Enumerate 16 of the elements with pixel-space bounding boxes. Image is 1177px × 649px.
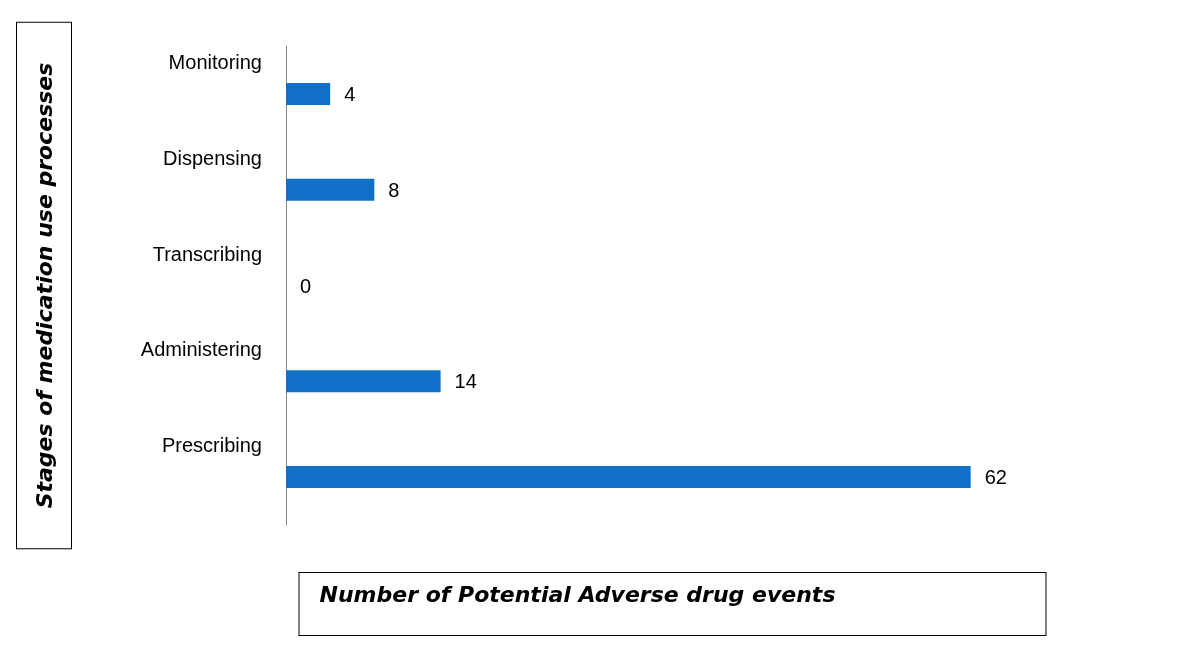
data-label: 0 [300,274,312,297]
y-tick-label: Monitoring [168,50,262,73]
bar [286,178,375,201]
bar [286,466,971,489]
bar [286,82,331,105]
bar [286,370,441,393]
x-axis-title: Number of Potential Adverse drug events [319,581,836,607]
data-label: 4 [344,82,356,105]
data-label: 8 [388,178,400,201]
y-tick-label: Dispensing [163,146,262,169]
y-axis-title: Stages of medication use processes [31,62,57,509]
data-label: 62 [984,466,1007,489]
y-tick-label: Transcribing [152,242,262,265]
data-label: 14 [454,370,477,393]
y-tick-label: Prescribing [161,434,262,457]
y-tick-label: Administering [140,338,262,361]
